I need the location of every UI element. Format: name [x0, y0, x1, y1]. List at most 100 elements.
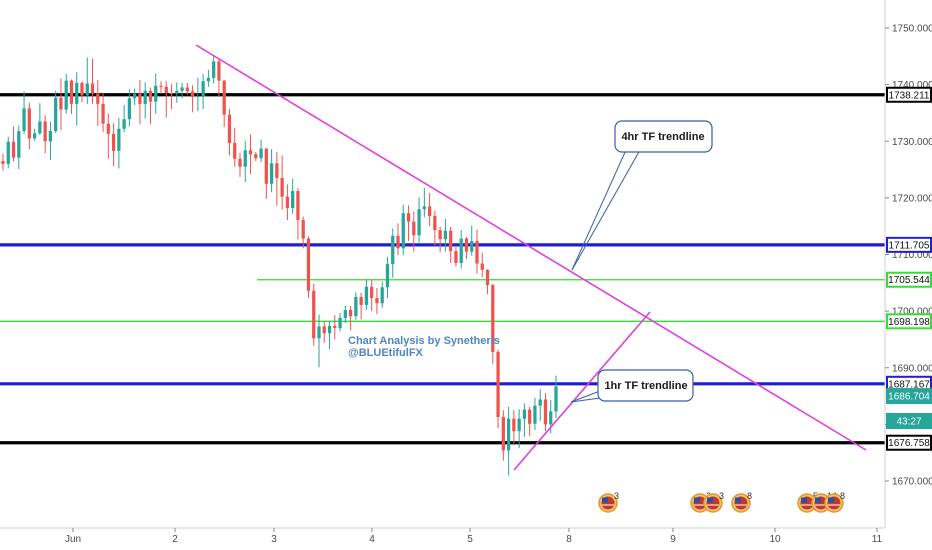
candle-body [401, 213, 405, 249]
level-tag[interactable]: 1687.167 [886, 375, 932, 392]
candle-body [96, 93, 100, 104]
level-tag[interactable]: 1705.544 [886, 271, 932, 288]
trendlines [195, 44, 867, 471]
level-tag-label: 1698.198 [888, 317, 930, 328]
candle [169, 84, 174, 109]
candle [280, 155, 284, 210]
candle-body [512, 418, 516, 432]
level-tag-inner [888, 377, 930, 390]
candle [17, 125, 21, 169]
candle [43, 115, 47, 154]
event-icon-canton [707, 497, 713, 503]
candle-body [111, 133, 116, 151]
candlestick-series [1, 55, 558, 476]
candle-body [101, 103, 105, 124]
candle [48, 121, 53, 160]
candle-body [254, 154, 258, 159]
event-icon-canton [694, 497, 700, 503]
event-icon-canton [602, 497, 608, 503]
candle [459, 230, 463, 269]
candle-body [543, 399, 548, 425]
candle-body [343, 309, 347, 318]
candle [59, 78, 63, 130]
callout-1hr[interactable]: 1hr TF trendline [597, 369, 694, 402]
candle [233, 127, 237, 167]
candle [6, 136, 10, 169]
candle [90, 58, 95, 104]
candle-body [443, 230, 448, 240]
candle [159, 81, 163, 94]
candle-body [317, 326, 321, 339]
candle-body [412, 221, 416, 236]
candle [64, 73, 68, 114]
candle-body [480, 263, 484, 270]
us-flag-event-icon[interactable]: 8 [731, 491, 752, 513]
candle-body [259, 148, 263, 159]
candle-body [285, 196, 290, 209]
level-tag-label: 1738.211 [889, 90, 930, 101]
event-count: 3 [719, 491, 724, 501]
x-tick-label: 10 [769, 534, 781, 545]
candle-body [501, 417, 505, 451]
candle-body [169, 93, 174, 95]
candle-body [470, 240, 474, 252]
watermark-line2: @BLUEtifulFX [348, 347, 424, 359]
price-tags: 1738.211 1711.705 1705.544 1698.198 1687.167… [886, 86, 932, 451]
candle-body [233, 142, 237, 159]
candle-body [32, 133, 37, 139]
x-tick-label: Jun [65, 534, 81, 545]
candle-body [59, 97, 63, 110]
candle-body [1, 161, 5, 164]
candle-body [291, 191, 295, 209]
candle-body [243, 150, 247, 167]
candle [27, 102, 31, 150]
candle [38, 103, 42, 136]
level-tag[interactable]: 1738.211 [886, 86, 932, 103]
us-flag-event-icon[interactable]: 8 [824, 491, 845, 513]
candle-body [154, 85, 158, 102]
candle-body [327, 325, 332, 334]
candle-body [201, 81, 205, 96]
candle [533, 397, 537, 431]
candle [354, 292, 358, 320]
candle [96, 80, 100, 126]
level-tag[interactable]: 1711.705 [886, 236, 932, 253]
candle [238, 152, 242, 177]
candle-body [338, 317, 342, 329]
candle [254, 152, 258, 162]
candle [491, 283, 495, 364]
trendline-1hr[interactable] [513, 311, 651, 471]
candle-body [248, 150, 253, 155]
candle-body [164, 86, 168, 94]
us-flag-event-icon[interactable]: 3 [598, 491, 619, 513]
candle [543, 393, 548, 432]
candle [80, 81, 84, 103]
candle [343, 305, 347, 324]
candle-body [549, 411, 553, 425]
level-tag[interactable]: 1698.198 [886, 313, 932, 330]
x-tick-label: 9 [670, 534, 676, 545]
candle [506, 406, 511, 476]
candle-body [417, 209, 421, 236]
candle [433, 210, 437, 247]
candle-body [27, 108, 31, 139]
candle [275, 152, 279, 206]
callout-4hr[interactable]: 4hr TF trendline [614, 120, 713, 153]
candle-body [69, 80, 74, 104]
level-tag-inner [888, 273, 930, 286]
candle [417, 197, 421, 243]
candle [364, 279, 369, 310]
level-tag-inner [888, 436, 930, 449]
candle-body [190, 91, 195, 98]
level-tag[interactable]: 1676.758 [886, 434, 932, 451]
candle [327, 320, 332, 350]
candle [164, 81, 168, 118]
x-tick-label: 3 [271, 534, 277, 545]
candle-body [459, 238, 463, 263]
trendline-4hr[interactable] [195, 44, 867, 451]
candle-body [406, 213, 411, 222]
candle [217, 58, 221, 98]
candle [11, 126, 16, 162]
us-flag-event-icon[interactable]: 3 [703, 491, 724, 513]
